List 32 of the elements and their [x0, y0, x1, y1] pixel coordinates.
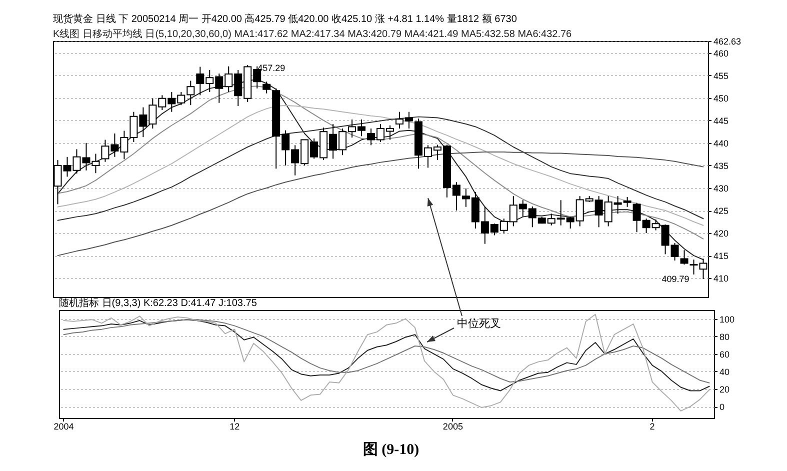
- x-tick-label: 12: [230, 422, 240, 432]
- y-tick-label: 430: [714, 183, 729, 194]
- x-tick-label: 2: [650, 422, 655, 432]
- chart-subtitle: K线图 日移动平均线 日(5,10,20,30,60,0) MA1:417.62 MA2:417.34 MA3:420.79 MA4:421.49 MA5:432.58 MA6:432.76: [53, 28, 572, 40]
- y-tick-label: 60: [720, 349, 730, 360]
- y-tick-label: 462.63: [714, 36, 742, 46]
- y-tick-label: 455: [714, 70, 729, 81]
- y-tick-label: 460: [714, 48, 729, 58]
- y-tick-label: 415: [714, 251, 729, 262]
- annotation: 409.79: [662, 274, 690, 284]
- y-tick-label: 435: [714, 160, 729, 171]
- y-tick-label: 450: [714, 93, 729, 104]
- y-tick-label: 440: [714, 138, 729, 148]
- y-tick-label: 420: [714, 228, 729, 239]
- chart-title: 现货黄金 日线 下 20050214 周一 开420.00 高425.79 低420.00 收425.10 涨 +4.81 1.14% 量1812 额 6730: [53, 13, 518, 25]
- annotation: 457.29: [258, 63, 286, 74]
- text: 图 (9-10): [362, 442, 420, 458]
- x-tick-label: 2005: [442, 422, 463, 432]
- y-tick-label: 425: [714, 206, 729, 216]
- annotation: 中位死叉: [457, 318, 501, 330]
- y-tick-label: 410: [714, 274, 729, 284]
- x-tick-label: 2004: [54, 422, 74, 432]
- y-tick-label: 80: [720, 332, 730, 342]
- y-tick-label: 20: [720, 384, 730, 395]
- y-tick-label: 40: [720, 366, 730, 377]
- y-tick-label: 0: [720, 402, 725, 412]
- y-tick-label: 100: [720, 314, 735, 324]
- candlestick: [262, 81, 271, 94]
- line-series: [63, 314, 710, 412]
- candlestick: [680, 250, 688, 266]
- y-tick-label: 445: [714, 116, 729, 126]
- chart-title: 随机指标 日(9,3,3) K:62.23 D:41.47 J:103.75: [59, 297, 258, 309]
